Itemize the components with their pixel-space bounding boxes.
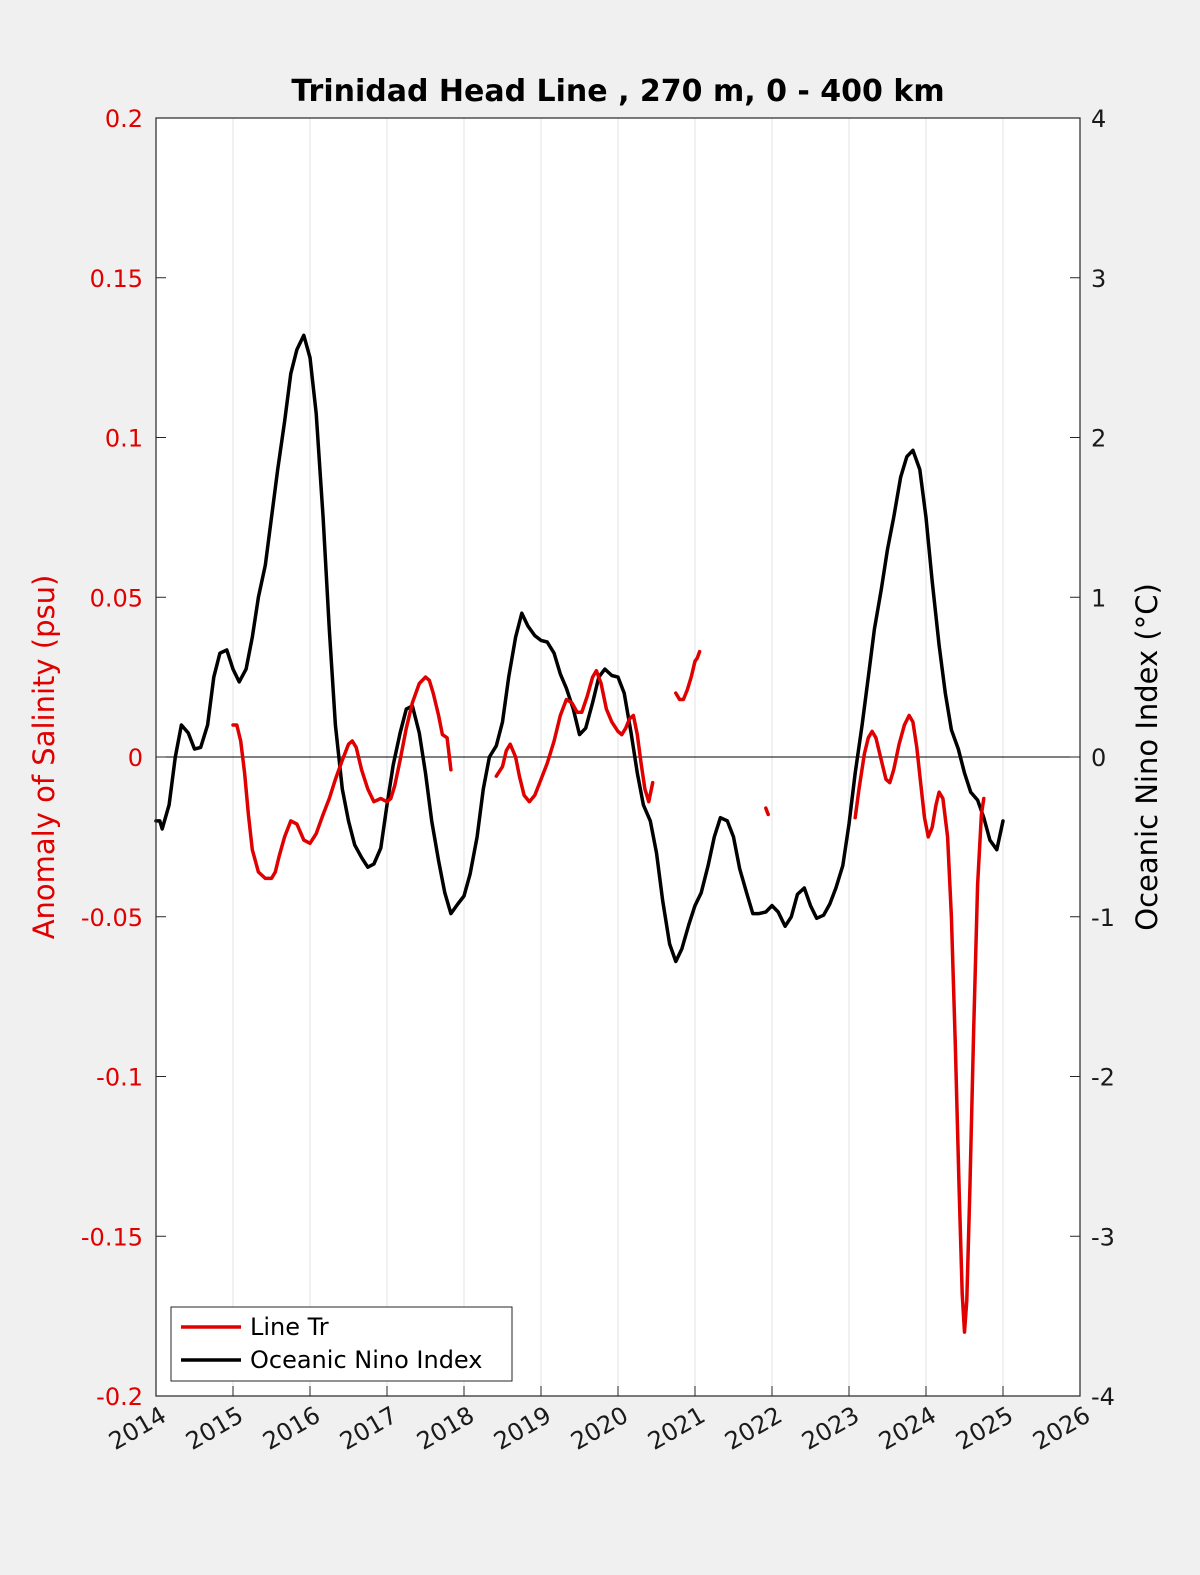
left-tick-label: -0.05: [81, 904, 143, 932]
left-tick-label: 0.05: [90, 584, 143, 612]
right-tick-label: 2: [1091, 425, 1106, 453]
series-line-oceanic-nino-index: [154, 333, 1005, 964]
chart-title: Trinidad Head Line , 270 m, 0 - 400 km: [291, 74, 944, 109]
left-tick-label: -0.2: [96, 1383, 143, 1411]
right-tick-label: 1: [1091, 584, 1106, 612]
right-tick-label: 0: [1091, 744, 1106, 772]
legend-label-oni: Oceanic Nino Index: [250, 1346, 482, 1374]
right-tick-label: -4: [1091, 1383, 1115, 1411]
legend-label-line-tr: Line Tr: [250, 1313, 329, 1341]
legend: Line Tr Oceanic Nino Index: [170, 1306, 513, 1382]
left-tick-label: -0.1: [96, 1064, 143, 1092]
series-line-line-tr: [674, 649, 702, 702]
series-line-line-tr: [853, 713, 986, 1334]
series-line-line-tr: [231, 675, 453, 881]
left-tick-label: 0: [128, 744, 143, 772]
left-tick-label: 0.2: [105, 105, 143, 133]
right-tick-label: -1: [1091, 904, 1115, 932]
left-tick-label: -0.15: [81, 1223, 143, 1251]
right-tick-label: -3: [1091, 1223, 1115, 1251]
right-axis-ticks: 4 3 2 1 0 -1 -2 -3 -4: [1070, 105, 1115, 1411]
left-tick-label: 0.1: [105, 425, 143, 453]
series-line-line-tr: [494, 668, 655, 804]
right-tick-label: 4: [1091, 105, 1106, 133]
series-layer: [154, 333, 1005, 1334]
right-axis-label: Oceanic Nino Index (°C): [1130, 583, 1164, 931]
legend-box: [170, 1306, 513, 1382]
left-axis-label: Anomaly of Salinity (psu): [27, 575, 61, 940]
left-axis-ticks: 0.2 0.15 0.1 0.05 0 -0.05 -0.1 -0.15 -0.2: [81, 105, 166, 1411]
left-tick-label: 0.15: [90, 265, 143, 293]
right-tick-label: 3: [1091, 265, 1106, 293]
right-tick-label: -2: [1091, 1064, 1115, 1092]
series-line-line-tr: [764, 806, 770, 817]
